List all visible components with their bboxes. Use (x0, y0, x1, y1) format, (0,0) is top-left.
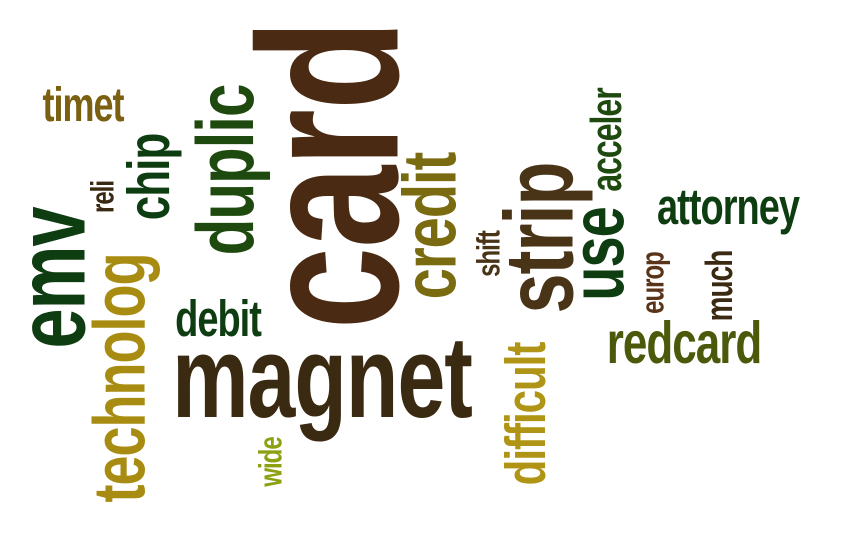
word-use: use (554, 207, 640, 301)
word-europ: europ (635, 252, 672, 314)
word-much: much (698, 250, 741, 322)
word-duplic: duplic (180, 84, 271, 256)
word-debit: debit (175, 291, 262, 349)
word-magnet: magnet (172, 313, 473, 443)
word-wide: wide (253, 437, 290, 487)
word-timet: timet (42, 76, 124, 132)
word-redcard: redcard (606, 310, 762, 377)
word-acceler: acceler (581, 88, 631, 192)
word-technolog: technolog (79, 253, 161, 503)
word-difficult: difficult (493, 342, 558, 486)
word-reli: reli (85, 180, 122, 214)
word-credit: credit (386, 152, 472, 300)
word-attorney: attorney (657, 179, 800, 237)
word-chip: chip (116, 133, 183, 221)
word-shift: shift (471, 231, 508, 277)
